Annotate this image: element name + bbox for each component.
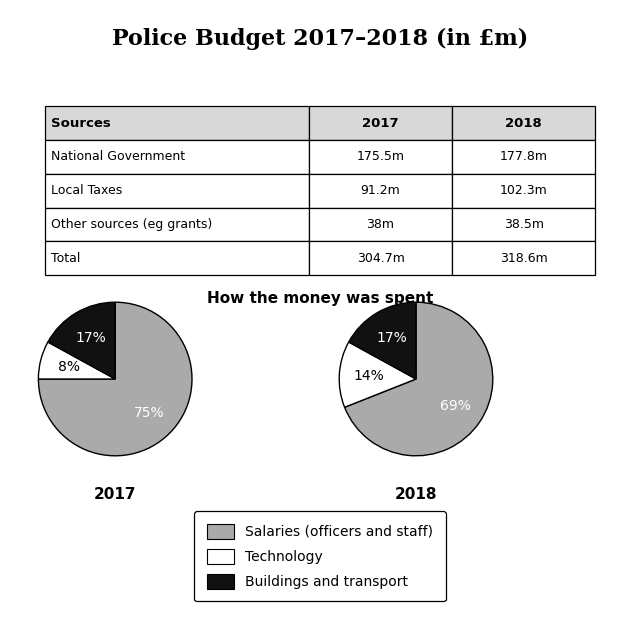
Bar [45,174,309,208]
Text: 69%: 69% [440,399,471,412]
Bar [309,106,452,140]
Wedge shape [38,302,192,456]
Text: Total: Total [51,252,81,264]
Text: 177.8m: 177.8m [500,151,548,163]
Text: Local Taxes: Local Taxes [51,184,123,197]
Text: 14%: 14% [353,369,384,383]
Bar [452,174,595,208]
Text: 91.2m: 91.2m [361,184,401,197]
Text: 318.6m: 318.6m [500,252,548,264]
Wedge shape [48,302,115,379]
Bar [452,106,595,140]
Bar [452,140,595,174]
Text: 2017: 2017 [362,117,399,129]
Wedge shape [344,302,493,456]
Text: 8%: 8% [58,360,80,374]
Text: Other sources (eg grants): Other sources (eg grants) [51,218,212,231]
Bar [309,241,452,275]
Bar [309,174,452,208]
Text: Police Budget 2017–2018 (in £m): Police Budget 2017–2018 (in £m) [112,28,528,50]
Bar [452,208,595,241]
Text: How the money was spent: How the money was spent [207,291,433,306]
Text: 38m: 38m [367,218,394,231]
Bar [309,140,452,174]
Wedge shape [339,342,416,408]
Bar [45,208,309,241]
Text: 102.3m: 102.3m [500,184,548,197]
Text: 2018: 2018 [505,117,542,129]
Text: 17%: 17% [376,331,407,345]
Wedge shape [349,302,416,379]
Bar [309,208,452,241]
Text: 75%: 75% [134,406,164,419]
Text: 175.5m: 175.5m [356,151,404,163]
Bar [452,241,595,275]
Wedge shape [38,342,115,379]
Bar [45,241,309,275]
Text: 38.5m: 38.5m [504,218,543,231]
Bar [45,140,309,174]
Text: 304.7m: 304.7m [356,252,404,264]
Legend: Salaries (officers and staff), Technology, Buildings and transport: Salaries (officers and staff), Technolog… [194,511,446,601]
Bar [45,106,309,140]
Text: 17%: 17% [76,331,106,345]
Text: 2018: 2018 [395,486,437,501]
Text: Sources: Sources [51,117,111,129]
Text: National Government: National Government [51,151,186,163]
Text: 2017: 2017 [94,486,136,501]
